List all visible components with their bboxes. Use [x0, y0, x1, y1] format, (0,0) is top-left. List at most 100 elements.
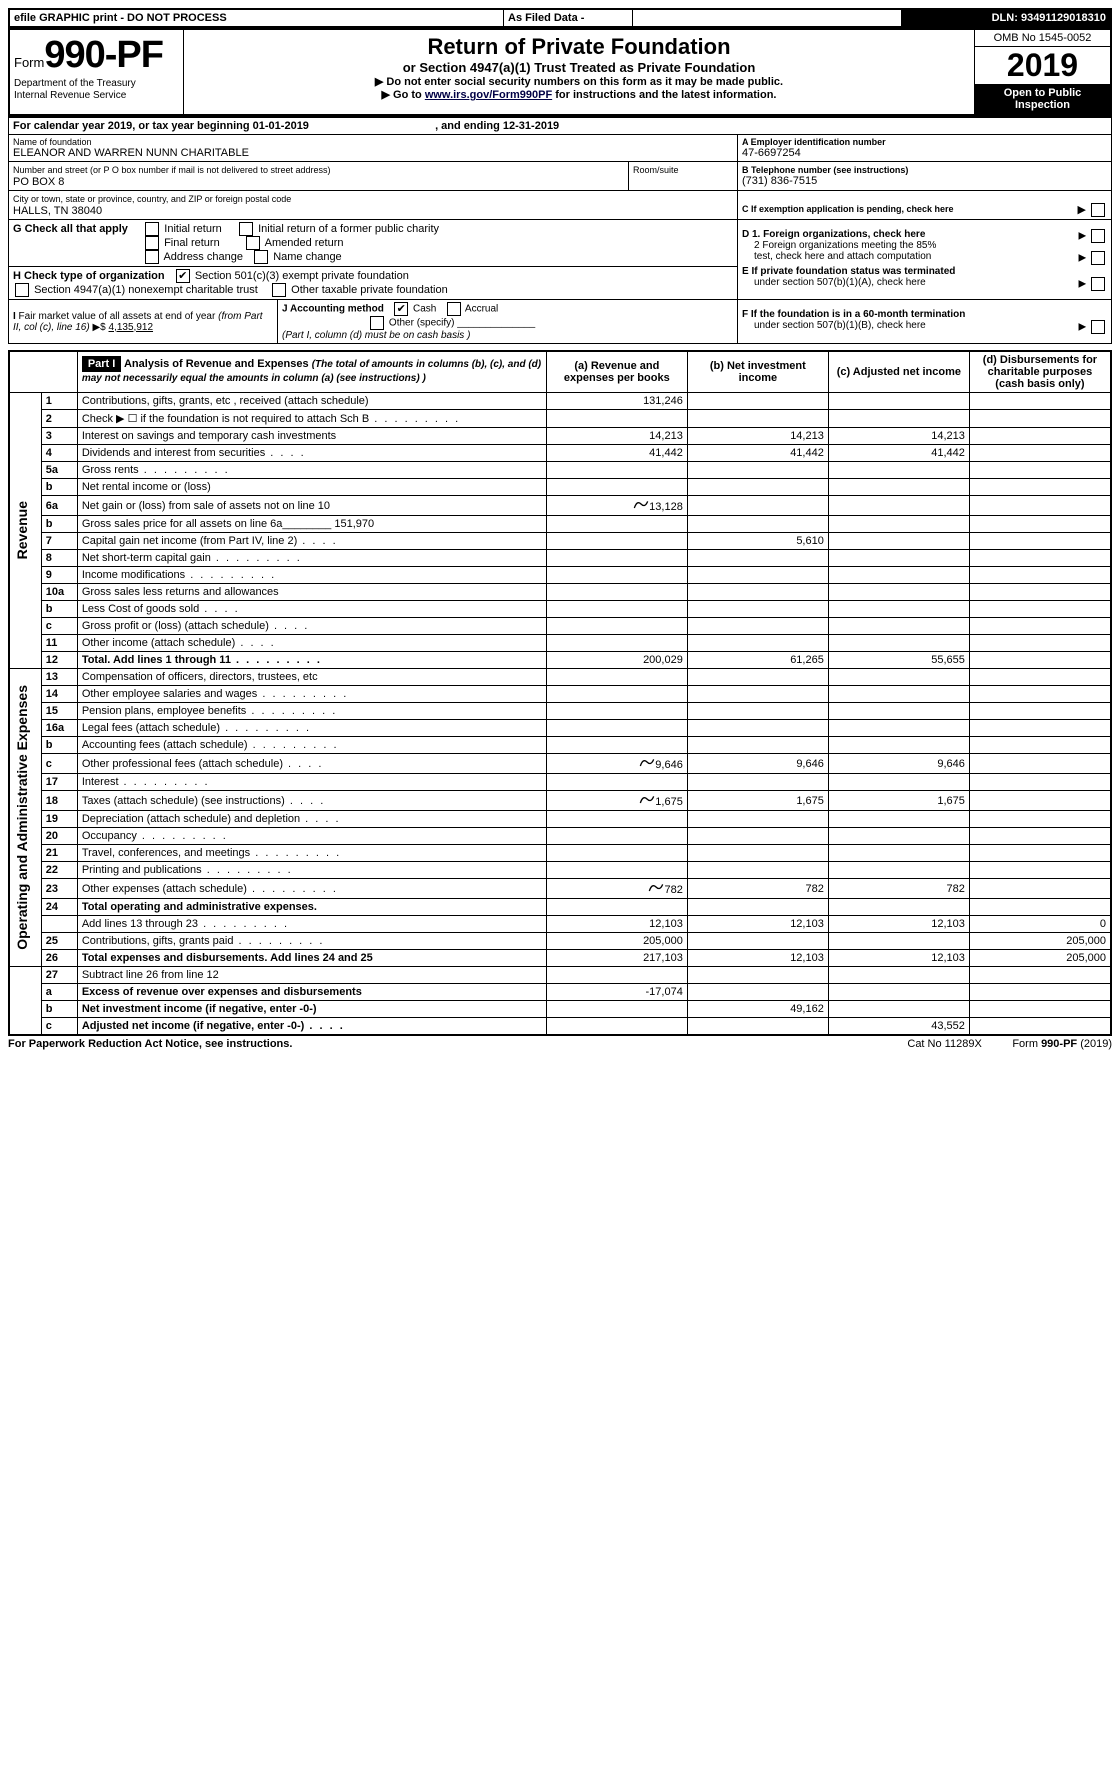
data-cell: 41,442 [546, 445, 687, 462]
checkbox-amended[interactable] [246, 236, 260, 250]
data-cell: 782 [687, 879, 828, 899]
data-cell [969, 567, 1111, 584]
data-cell [687, 479, 828, 496]
line-desc: Legal fees (attach schedule) [77, 720, 546, 737]
pen-icon[interactable] [631, 498, 649, 513]
data-cell [687, 584, 828, 601]
line-desc: Excess of revenue over expenses and disb… [77, 984, 546, 1001]
checkbox-final[interactable] [145, 236, 159, 250]
data-cell [687, 845, 828, 862]
data-cell [828, 933, 969, 950]
city-cell: City or town, state or province, country… [9, 191, 738, 220]
line-desc: Check ▶ ☐ if the foundation is not requi… [77, 410, 546, 428]
dln-label: DLN: [992, 12, 1018, 24]
line-desc: Contributions, gifts, grants, etc , rece… [77, 393, 546, 410]
data-cell [828, 496, 969, 516]
checkbox-f[interactable] [1091, 320, 1105, 334]
data-cell [969, 828, 1111, 845]
checkbox-other[interactable] [370, 316, 384, 330]
data-cell [828, 618, 969, 635]
line-number: 1 [41, 393, 77, 410]
data-cell: 0 [969, 916, 1111, 933]
checkbox-d2[interactable] [1091, 251, 1105, 265]
ein-label: A Employer identification number [742, 137, 1107, 147]
line-number: 16a [41, 720, 77, 737]
data-cell: 61,265 [687, 652, 828, 669]
data-cell [969, 550, 1111, 567]
pen-icon[interactable] [637, 793, 655, 808]
identity-block: Name of foundation ELEANOR AND WARREN NU… [8, 135, 1112, 344]
data-cell [969, 462, 1111, 479]
note2-post: for instructions and the latest informat… [552, 89, 776, 101]
line-desc: Gross sales price for all assets on line… [77, 516, 546, 533]
data-cell [969, 1001, 1111, 1018]
cal-text-b: , and ending [435, 120, 503, 132]
line-desc: Taxes (attach schedule) (see instruction… [77, 791, 546, 811]
data-cell: 1,675 [546, 791, 687, 811]
data-cell [687, 410, 828, 428]
part1-table: Part I Analysis of Revenue and Expenses … [8, 350, 1112, 1036]
data-cell [687, 1018, 828, 1036]
form-subtitle: or Section 4947(a)(1) Trust Treated as P… [192, 60, 966, 75]
line-number: 25 [41, 933, 77, 950]
j-cash: Cash [413, 304, 436, 315]
checkbox-initial-former[interactable] [239, 222, 253, 236]
efile-text: efile GRAPHIC print - DO NOT PROCESS [9, 9, 504, 27]
dln-cell: DLN: 93491129018310 [902, 9, 1112, 27]
data-cell: 782 [828, 879, 969, 899]
checkbox-d1[interactable] [1091, 229, 1105, 243]
checkbox-501c3[interactable]: ✔ [176, 269, 190, 283]
fmv-value: 4,135,912 [109, 322, 154, 333]
calendar-year-row: For calendar year 2019, or tax year begi… [8, 116, 1112, 135]
col-d-header: (d) Disbursements for charitable purpose… [969, 351, 1111, 393]
data-cell [687, 516, 828, 533]
form-title: Return of Private Foundation [192, 34, 966, 60]
data-cell [687, 462, 828, 479]
addr-value: PO BOX 8 [13, 176, 64, 188]
line-number: b [41, 601, 77, 618]
line-number: 13 [41, 669, 77, 686]
data-cell [687, 967, 828, 984]
line-desc: Printing and publications [77, 862, 546, 879]
d2b: test, check here and attach computation [754, 251, 931, 262]
checkbox-cash[interactable]: ✔ [394, 302, 408, 316]
checkbox-initial[interactable] [145, 222, 159, 236]
line-desc: Interest [77, 774, 546, 791]
checkbox-c[interactable] [1091, 203, 1105, 217]
irs-link[interactable]: www.irs.gov/Form990PF [425, 89, 552, 101]
checkbox-name-change[interactable] [254, 250, 268, 264]
checkbox-4947[interactable] [15, 283, 29, 297]
data-cell [828, 811, 969, 828]
checkbox-e[interactable] [1091, 277, 1105, 291]
line-number: 2 [41, 410, 77, 428]
pen-icon[interactable] [637, 756, 655, 771]
data-cell [828, 550, 969, 567]
data-cell [687, 669, 828, 686]
data-cell [687, 933, 828, 950]
data-cell: 9,646 [828, 754, 969, 774]
data-cell [546, 567, 687, 584]
data-cell: 200,029 [546, 652, 687, 669]
data-cell [969, 652, 1111, 669]
pen-icon[interactable] [646, 881, 664, 896]
line-desc: Less Cost of goods sold [77, 601, 546, 618]
line-number: 27 [41, 967, 77, 984]
checkbox-accrual[interactable] [447, 302, 461, 316]
line-number: 9 [41, 567, 77, 584]
data-cell [969, 516, 1111, 533]
data-cell: 1,675 [687, 791, 828, 811]
checkbox-other-tax[interactable] [272, 283, 286, 297]
data-cell [687, 899, 828, 916]
phone-value: (731) 836-7515 [742, 175, 1107, 187]
year-cell: OMB No 1545-0052 2019 Open to Public Ins… [975, 29, 1112, 115]
checkbox-addr-change[interactable] [145, 250, 159, 264]
addr-label: Number and street (or P O box number if … [13, 165, 330, 175]
line-desc: Total. Add lines 1 through 11 [77, 652, 546, 669]
data-cell: 55,655 [828, 652, 969, 669]
data-cell [546, 862, 687, 879]
side-label: Revenue [14, 501, 30, 559]
data-cell [969, 791, 1111, 811]
dln-value: 93491129018310 [1021, 12, 1106, 24]
line-number: 15 [41, 703, 77, 720]
line-desc: Total expenses and disbursements. Add li… [77, 950, 546, 967]
